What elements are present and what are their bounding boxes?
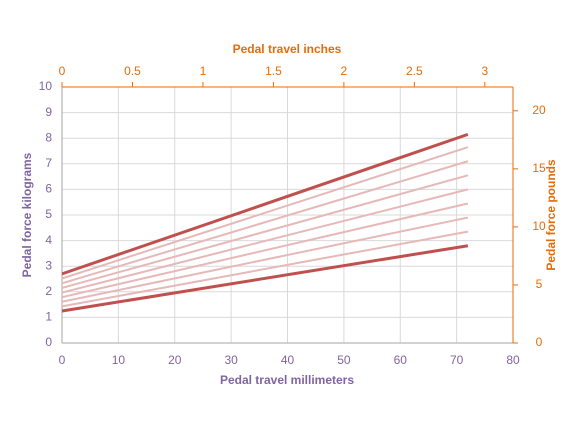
line-series [61,174,469,289]
x-tick-label: 80 [506,353,520,367]
y2-tick-label: 20 [532,103,546,117]
y-tick-label: 5 [45,207,52,221]
y-tick-label: 3 [45,258,52,272]
y-tick-label: 4 [45,233,52,247]
x-axis-title: Pedal travel millimeters [220,373,354,387]
y-tick-label: 8 [45,130,52,144]
line-series [61,244,469,313]
y-tick-label: 6 [45,182,52,196]
x2-axis-title: Pedal travel inches [233,42,342,56]
line-series [61,188,469,294]
line-series [61,146,469,280]
line-series [61,230,469,308]
x-tick-label: 60 [394,353,408,367]
x-tick-label: 20 [168,353,182,367]
y2-tick-label: 10 [532,219,546,233]
x2-tick-label: 3 [481,64,488,78]
x2-tick-label: 1.5 [265,64,282,78]
line-series [61,160,469,285]
x-tick-label: 30 [224,353,238,367]
y-axis-title: Pedal force kilograms [20,152,34,277]
x2-tick-label: 2 [341,64,348,78]
x2-tick-label: 2.5 [406,64,423,78]
y2-axis-title: Pedal force pounds [544,159,558,271]
x2-tick-label: 0.5 [124,64,141,78]
y2-tick-label: 0 [536,335,543,349]
line-series [61,202,469,299]
x2-tick-label: 1 [200,64,207,78]
x-tick-label: 0 [59,353,66,367]
y-tick-label: 2 [45,284,52,298]
y-tick-label: 10 [39,79,53,93]
y-tick-label: 0 [45,335,52,349]
y-tick-label: 1 [45,310,52,324]
x-tick-label: 50 [337,353,351,367]
y2-tick-label: 15 [532,161,546,175]
x-tick-label: 70 [450,353,464,367]
line-series [61,216,469,303]
line-series [61,132,469,276]
y-tick-label: 7 [45,156,52,170]
y-tick-label: 9 [45,105,52,119]
x-tick-label: 10 [112,353,126,367]
x-tick-label: 40 [281,353,295,367]
y2-tick-label: 5 [536,277,543,291]
x2-tick-label: 0 [59,64,66,78]
